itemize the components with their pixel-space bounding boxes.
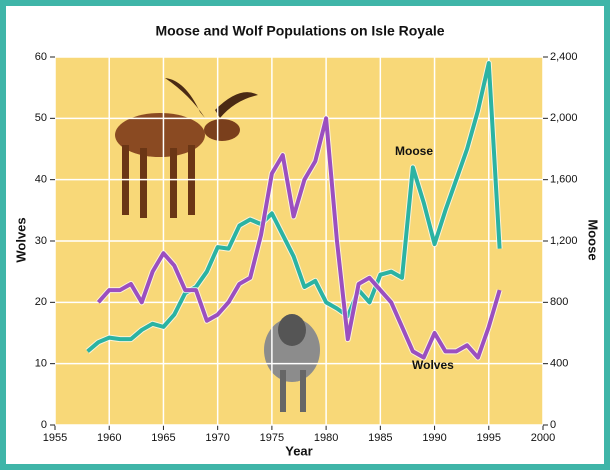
y-tick-label: 0 [41,419,47,431]
x-axis-label: Year [285,443,312,458]
x-tick-label: 2000 [531,432,555,444]
y-tick-label: 30 [35,235,47,247]
y-tick-label: 40 [35,174,47,186]
y2-tick-label: 1,200 [550,235,578,247]
y2-tick-label: 1,600 [550,174,578,186]
y2-axis-label: Moose [586,219,601,260]
y2-tick-label: 2,400 [550,51,578,63]
series-line [96,116,502,360]
wolf-illustration [264,314,320,412]
y2-tick-label: 0 [550,419,556,431]
y-tick-label: 60 [35,51,47,63]
x-tick-label: 1975 [260,432,284,444]
series-line [86,61,502,353]
y-tick-label: 50 [35,112,47,124]
chart-title: Moose and Wolf Populations on Isle Royal… [155,23,444,39]
moose-illustration [115,78,258,218]
x-tick-label: 1990 [422,432,446,444]
x-tick-label: 1980 [314,432,338,444]
series-label: Wolves [412,358,454,372]
x-tick-label: 1960 [97,432,121,444]
y-tick-label: 20 [35,296,47,308]
y2-tick-label: 800 [550,296,568,308]
y2-tick-label: 400 [550,358,568,370]
x-tick-label: 1970 [205,432,229,444]
x-tick-label: 1955 [43,432,67,444]
x-tick-label: 1965 [151,432,175,444]
series-label: Moose [395,144,433,158]
y-axis-label: Wolves [13,217,28,262]
x-tick-label: 1995 [477,432,501,444]
y2-tick-label: 2,000 [550,112,578,124]
y-tick-label: 10 [35,358,47,370]
x-tick-label: 1985 [368,432,392,444]
